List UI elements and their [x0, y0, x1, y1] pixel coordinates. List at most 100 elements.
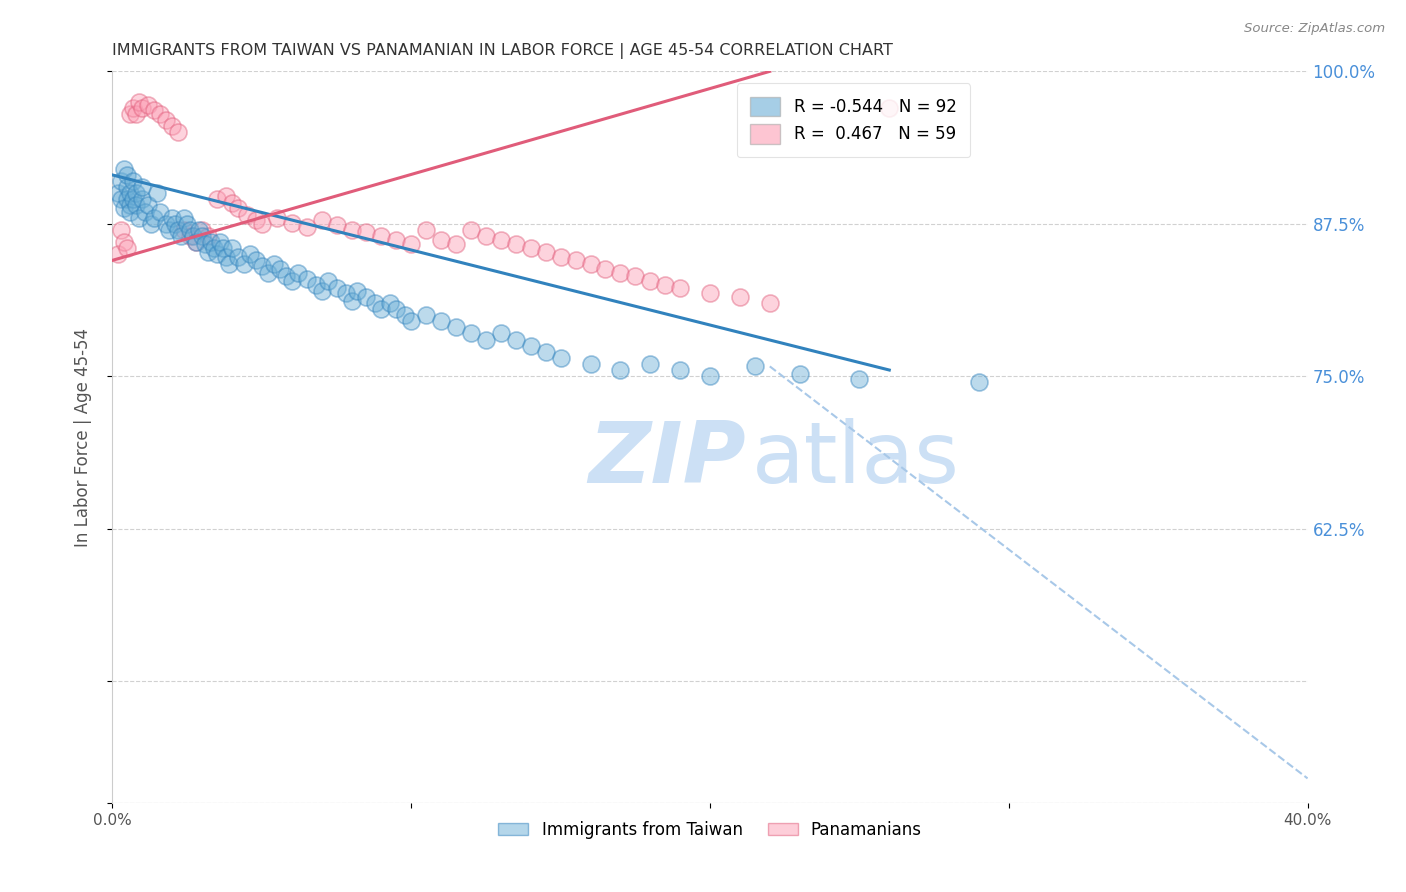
Point [155, 217, 177, 231]
Point [114, 161, 135, 176]
Point [245, 253, 267, 268]
Point [131, 101, 153, 115]
Point [430, 314, 453, 328]
Point [138, 98, 160, 112]
Point [122, 101, 145, 115]
Point [759, 296, 782, 310]
Point [699, 369, 721, 384]
Point [380, 296, 402, 310]
Point [370, 301, 392, 317]
Point [221, 196, 243, 211]
Point [728, 290, 751, 304]
Point [173, 211, 195, 225]
Point [226, 250, 249, 264]
Point [200, 235, 222, 249]
Point [146, 186, 169, 201]
Point [257, 266, 280, 280]
Point [550, 250, 572, 264]
Point [269, 261, 291, 276]
Point [197, 228, 219, 243]
Point [609, 363, 631, 377]
Point [430, 233, 453, 247]
Point [460, 223, 482, 237]
Point [114, 235, 135, 249]
Point [197, 244, 219, 259]
Point [117, 192, 139, 206]
Point [281, 215, 304, 229]
Point [120, 204, 142, 219]
Point [134, 204, 156, 219]
Point [370, 228, 392, 243]
Point [122, 192, 145, 206]
Point [221, 241, 243, 255]
Point [789, 367, 811, 381]
Point [879, 101, 901, 115]
Point [236, 208, 259, 222]
Point [188, 223, 211, 237]
Point [744, 359, 766, 374]
Point [128, 95, 150, 109]
Point [281, 274, 304, 288]
Legend: Immigrants from Taiwan, Panamanians: Immigrants from Taiwan, Panamanians [492, 814, 928, 846]
Point [579, 257, 602, 271]
Point [218, 257, 240, 271]
Point [122, 174, 145, 188]
Point [340, 223, 363, 237]
Point [181, 228, 204, 243]
Point [444, 237, 467, 252]
Point [250, 260, 273, 274]
Point [335, 286, 357, 301]
Point [295, 220, 318, 235]
Point [295, 271, 318, 285]
Text: ZIP: ZIP [588, 417, 747, 500]
Point [311, 284, 333, 298]
Point [346, 284, 368, 298]
Point [520, 338, 543, 352]
Point [654, 277, 676, 292]
Point [138, 198, 160, 212]
Point [131, 180, 153, 194]
Point [155, 113, 177, 128]
Point [595, 261, 617, 276]
Point [263, 257, 285, 271]
Point [114, 201, 135, 215]
Point [176, 217, 198, 231]
Point [120, 198, 142, 212]
Point [325, 218, 347, 232]
Point [287, 266, 309, 280]
Point [120, 186, 142, 201]
Point [340, 293, 363, 308]
Point [117, 180, 139, 194]
Point [167, 125, 190, 139]
Point [579, 357, 602, 371]
Point [356, 225, 378, 239]
Text: Source: ZipAtlas.com: Source: ZipAtlas.com [1244, 22, 1385, 36]
Point [191, 228, 214, 243]
Point [202, 241, 225, 255]
Point [640, 274, 662, 288]
Point [149, 204, 172, 219]
Point [385, 301, 408, 317]
Point [143, 103, 166, 118]
Point [117, 241, 139, 255]
Point [967, 376, 990, 390]
Point [245, 213, 267, 227]
Point [194, 237, 217, 252]
Point [209, 235, 232, 249]
Point [131, 192, 153, 206]
Point [125, 186, 148, 201]
Point [149, 107, 172, 121]
Point [128, 211, 150, 225]
Point [364, 296, 387, 310]
Point [520, 241, 543, 255]
Point [167, 223, 190, 237]
Point [173, 223, 195, 237]
Point [415, 223, 437, 237]
Point [143, 211, 166, 225]
Point [239, 247, 262, 261]
Point [624, 269, 647, 284]
Point [699, 286, 721, 301]
Point [311, 213, 333, 227]
Point [475, 228, 498, 243]
Point [186, 235, 208, 249]
